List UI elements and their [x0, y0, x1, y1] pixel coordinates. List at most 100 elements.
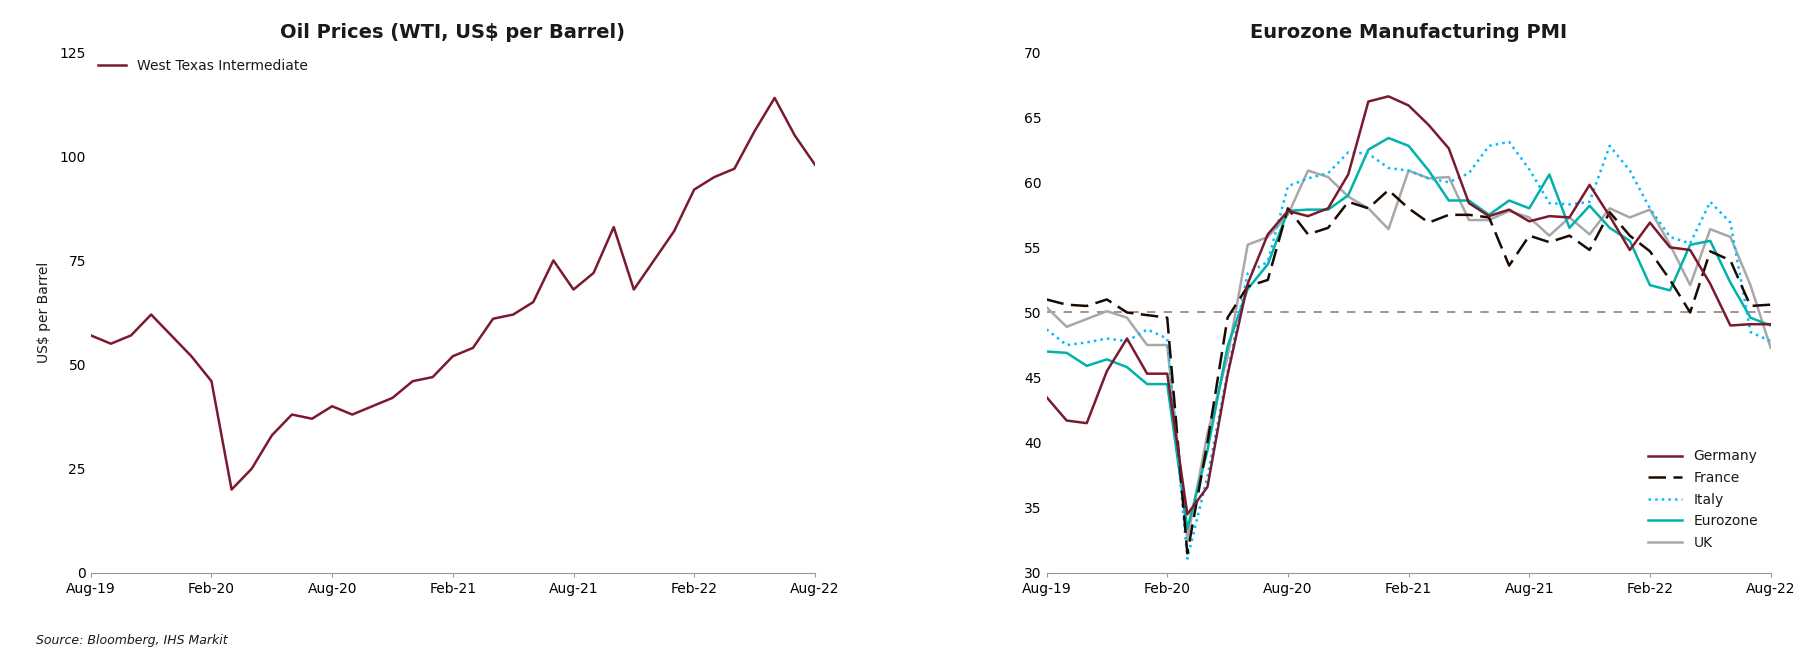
UK [1660, 241, 1682, 249]
West Texas Intermediate [262, 432, 283, 439]
Eurozone [1217, 342, 1239, 350]
Line: Eurozone: Eurozone [1046, 138, 1771, 529]
Eurozone [1075, 362, 1097, 370]
France [1438, 211, 1460, 219]
Germany [1438, 145, 1460, 152]
West Texas Intermediate [765, 94, 786, 102]
Italy [1217, 368, 1239, 376]
Eurozone [1398, 142, 1420, 150]
Eurozone [1257, 260, 1278, 268]
West Texas Intermediate [301, 415, 323, 422]
UK [1277, 211, 1298, 219]
Eurozone [1297, 206, 1318, 214]
UK [1398, 167, 1420, 174]
Eurozone [1720, 279, 1742, 286]
UK [1740, 281, 1762, 289]
Italy [1317, 169, 1338, 177]
Italy [1558, 201, 1580, 208]
Eurozone [1498, 197, 1520, 204]
Germany [1035, 393, 1057, 401]
Germany [1075, 419, 1097, 427]
Germany [1518, 217, 1540, 225]
Germany [1137, 370, 1159, 378]
UK [1237, 241, 1258, 249]
Y-axis label: US$ per Barrel: US$ per Barrel [38, 262, 51, 363]
UK [1438, 173, 1460, 181]
Eurozone [1378, 134, 1400, 142]
Italy [1237, 270, 1258, 277]
UK [1558, 214, 1580, 221]
Germany [1598, 212, 1620, 220]
UK [1117, 314, 1139, 322]
Italy [1498, 138, 1520, 146]
Germany [1760, 320, 1781, 328]
UK [1418, 174, 1440, 182]
Germany [1498, 206, 1520, 214]
UK [1518, 214, 1540, 221]
Germany [1237, 280, 1258, 288]
Germany [1337, 171, 1358, 178]
West Texas Intermediate [80, 331, 102, 339]
Italy [1618, 167, 1640, 174]
France [1337, 198, 1358, 206]
Eurozone [1357, 146, 1378, 154]
Germany [1097, 367, 1119, 375]
West Texas Intermediate [623, 286, 645, 294]
Italy [1418, 174, 1440, 182]
Germany [1177, 510, 1199, 518]
Eurozone [1277, 207, 1298, 215]
West Texas Intermediate [483, 315, 505, 323]
Eurozone [1197, 447, 1219, 454]
France [1357, 204, 1378, 212]
UK [1055, 323, 1077, 331]
Eurozone [1157, 380, 1179, 388]
France [1700, 247, 1722, 255]
France [1237, 283, 1258, 290]
Germany [1478, 212, 1500, 220]
UK [1337, 193, 1358, 201]
Germany [1217, 371, 1239, 379]
UK [1598, 204, 1620, 212]
West Texas Intermediate [723, 165, 745, 173]
Eurozone [1137, 380, 1159, 388]
UK [1297, 167, 1318, 174]
UK [1378, 225, 1400, 233]
Germany [1640, 219, 1662, 227]
France [1297, 230, 1318, 238]
France [1740, 302, 1762, 310]
Italy [1277, 182, 1298, 190]
Eurozone [1097, 355, 1119, 363]
Germany [1680, 246, 1702, 254]
France [1097, 296, 1119, 303]
West Texas Intermediate [523, 298, 545, 306]
France [1055, 301, 1077, 309]
France [1618, 232, 1640, 240]
Italy [1578, 198, 1600, 206]
West Texas Intermediate [160, 331, 182, 339]
Eurozone [1458, 197, 1480, 204]
Germany [1398, 102, 1420, 109]
Germany [1357, 98, 1378, 105]
UK [1720, 233, 1742, 241]
Italy [1740, 328, 1762, 336]
West Texas Intermediate [381, 394, 403, 402]
UK [1197, 430, 1219, 437]
UK [1137, 341, 1159, 349]
Line: France: France [1046, 190, 1771, 553]
Italy [1357, 150, 1378, 158]
France [1137, 311, 1159, 319]
France [1418, 219, 1440, 227]
UK [1157, 341, 1179, 349]
Germany [1618, 246, 1640, 254]
UK [1075, 315, 1097, 323]
France [1035, 296, 1057, 303]
UK [1097, 307, 1119, 315]
UK [1618, 214, 1640, 221]
France [1578, 246, 1600, 254]
Eurozone [1640, 281, 1662, 289]
West Texas Intermediate [421, 373, 443, 381]
Germany [1418, 121, 1440, 129]
UK [1478, 216, 1500, 224]
West Texas Intermediate [281, 411, 303, 419]
Italy [1097, 335, 1119, 342]
